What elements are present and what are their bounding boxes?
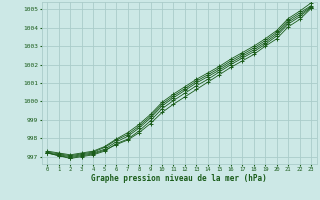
X-axis label: Graphe pression niveau de la mer (hPa): Graphe pression niveau de la mer (hPa) (91, 174, 267, 183)
